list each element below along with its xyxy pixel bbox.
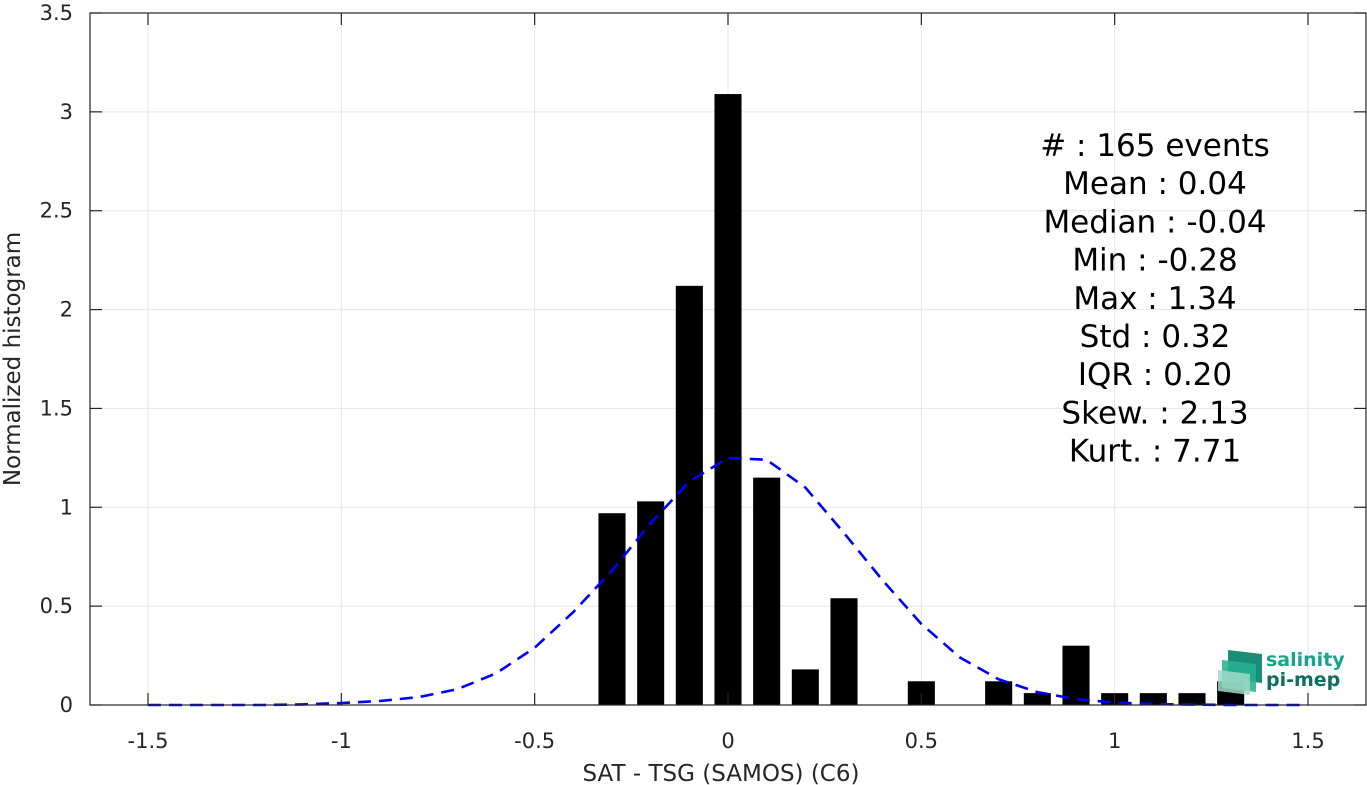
histogram-bar-4 (753, 478, 780, 705)
stats-line-5: Std : 0.32 (1080, 319, 1231, 355)
y-tick-label-4: 2 (60, 298, 73, 322)
stats-line-4: Max : 1.34 (1073, 281, 1236, 317)
logo-line1: salinity (1266, 649, 1345, 671)
histogram-bar-5 (792, 669, 819, 705)
y-tick-label-2: 1 (60, 495, 73, 519)
y-tick-label-7: 3.5 (40, 1, 73, 25)
x-tick-label-4: 0.5 (905, 729, 938, 753)
histogram-bar-6 (830, 598, 857, 705)
x-tick-label-3: 0 (721, 729, 734, 753)
logo-mark-icon (1218, 650, 1262, 695)
y-tick-label-6: 3 (60, 100, 73, 124)
stats-line-2: Median : -0.04 (1043, 204, 1266, 240)
stats-line-1: Mean : 0.04 (1063, 166, 1247, 202)
x-tick-labels: -1.5 -1 -0.5 0 0.5 1 1.5 (128, 729, 1325, 753)
stats-line-0: # : 165 events (1040, 128, 1270, 164)
salinity-pi-mep-logo: salinity pi-mep (1218, 649, 1345, 695)
stats-line-8: Kurt. : 7.71 (1069, 434, 1241, 470)
x-tick-label-0: -1.5 (128, 729, 169, 753)
y-axis-label: Normalized histogram (0, 232, 26, 486)
stats-line-6: IQR : 0.20 (1078, 357, 1232, 393)
x-tick-label-5: 1 (1108, 729, 1121, 753)
x-tick-label-1: -1 (331, 729, 352, 753)
y-tick-label-1: 0.5 (40, 594, 73, 618)
y-tick-labels: 0 0.5 1 1.5 2 2.5 3 3.5 (40, 1, 73, 717)
x-axis-label: SAT - TSG (SAMOS) (C6) (583, 761, 860, 785)
stats-line-7: Skew. : 2.13 (1061, 395, 1248, 431)
y-tick-label-0: 0 (60, 693, 73, 717)
stats-line-3: Min : -0.28 (1072, 243, 1237, 279)
x-tick-label-2: -0.5 (514, 729, 555, 753)
x-tick-label-6: 1.5 (1291, 729, 1324, 753)
y-tick-label-3: 1.5 (40, 396, 73, 420)
histogram-bar-2 (676, 286, 703, 705)
logo-line2: pi-mep (1266, 669, 1340, 691)
histogram-bar-8 (985, 681, 1012, 705)
histogram-bar-0 (598, 513, 625, 705)
histogram-bar-1 (637, 501, 664, 705)
y-tick-label-5: 2.5 (40, 199, 73, 223)
histogram-bar-3 (714, 94, 741, 705)
histogram-chart: -1.5 -1 -0.5 0 0.5 1 1.5 0 0.5 1 1.5 2 2.5 3 3.5 SAT … (0, 0, 1367, 785)
